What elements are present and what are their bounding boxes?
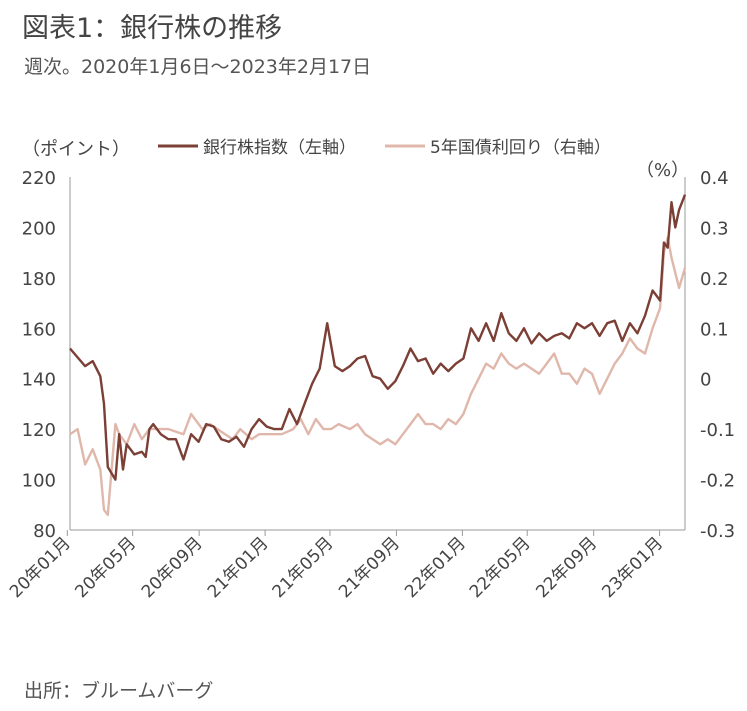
- x-tick-label: 21年05月: [269, 533, 338, 602]
- legend-label-bank-index: 銀行株指数（左軸）: [203, 138, 356, 158]
- y-left-tick-label: 100: [22, 471, 56, 492]
- x-tick-label: 22年09月: [532, 533, 601, 602]
- bank-index-line: [69, 194, 687, 481]
- source-note: 出所：ブルームバーグ: [24, 680, 214, 702]
- y-right-tick-label: 0.4: [700, 168, 729, 189]
- x-tick-label: 22年01月: [401, 533, 470, 602]
- x-tick-label: 20年01月: [6, 533, 75, 602]
- page-title: 図表1：銀行株の推移: [22, 13, 283, 44]
- y-left-tick-label: 80: [33, 521, 56, 542]
- page-subtitle: 週次。2020年1月6日～2023年2月17日: [24, 56, 372, 78]
- y-right-tick-label: -0.2: [700, 471, 735, 492]
- x-tick-label: 21年01月: [204, 533, 273, 602]
- y-right-tick-label: -0.1: [700, 420, 735, 441]
- x-tick-label: 21年09月: [335, 533, 404, 602]
- x-tick-label: 20年05月: [71, 533, 140, 602]
- y-left-tick-label: 220: [22, 168, 56, 189]
- y-left-tick-label: 120: [22, 420, 56, 441]
- y-left-tick-label: 200: [22, 218, 56, 239]
- y-right-tick-label: 0.3: [700, 218, 729, 239]
- y-right-tick-label: 0.1: [700, 319, 729, 340]
- legend-label-jgb-5y: 5年国債利回り（右軸）: [430, 138, 611, 158]
- x-tick-label: 23年01月: [598, 533, 667, 602]
- y-right-tick-label: -0.3: [700, 521, 735, 542]
- x-tick-label: 20年09月: [138, 533, 207, 602]
- chart-axes: [66, 177, 686, 536]
- chart-legend: 銀行株指数（左軸） 5年国債利回り（右軸）: [158, 138, 611, 158]
- y-left-tick-label: 180: [22, 269, 56, 290]
- jgb-5y-yield-line: [69, 236, 687, 517]
- chart-series: [69, 194, 687, 517]
- y-right-tick-label: 0: [700, 370, 711, 391]
- y-left-tick-label: 140: [22, 370, 56, 391]
- x-tick-label: 22年05月: [466, 533, 535, 602]
- y-left-tick-label: 160: [22, 319, 56, 340]
- y-left-axis-label: （ポイント）: [22, 139, 130, 160]
- y-right-tick-label: 0.2: [700, 269, 729, 290]
- y-right-axis-label: （%）: [636, 160, 689, 181]
